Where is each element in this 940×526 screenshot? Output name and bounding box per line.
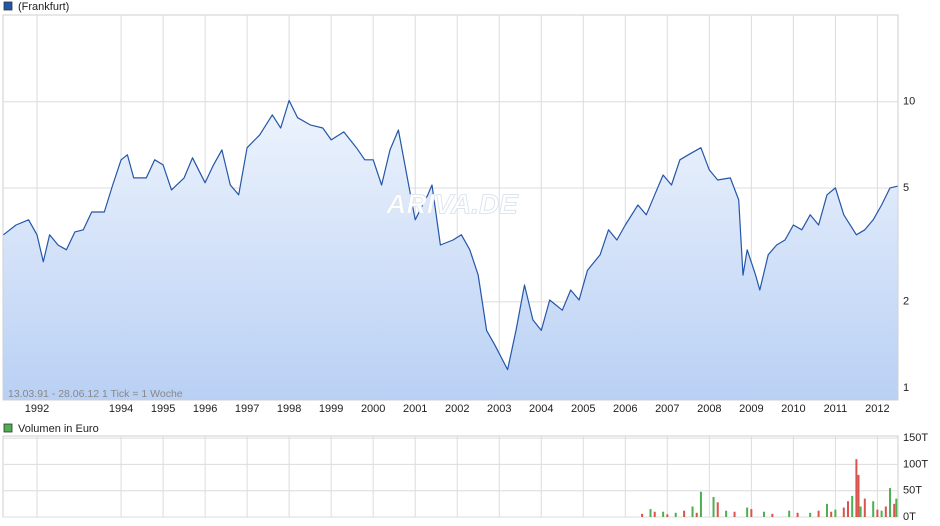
volume-bar <box>893 503 896 517</box>
legend-swatch <box>3 1 13 11</box>
volume-bar <box>830 511 833 517</box>
x-tick-label: 1995 <box>151 403 175 415</box>
volume-bar <box>771 513 774 517</box>
volume-bar <box>691 506 694 517</box>
y-tick-label: 2 <box>903 296 909 308</box>
x-tick-label: 1998 <box>277 403 301 415</box>
volume-bar <box>666 514 669 517</box>
price-line <box>3 99 898 371</box>
volume-bar <box>762 511 765 517</box>
volume-bar <box>649 509 652 517</box>
legend-swatch <box>3 423 13 433</box>
volume-bar <box>859 506 862 517</box>
volume-bar <box>855 459 858 517</box>
x-tick-label: 1994 <box>109 403 133 415</box>
volume-layer <box>3 436 898 518</box>
volume-bar <box>842 507 845 517</box>
volume-bar <box>733 511 736 517</box>
volume-bar <box>880 510 883 517</box>
x-tick-label: 2005 <box>571 403 595 415</box>
volume-bar <box>725 510 728 517</box>
x-tick-label: 1996 <box>193 403 217 415</box>
price-layer <box>3 15 898 400</box>
volume-bar <box>851 495 854 517</box>
volume-bar <box>683 510 686 517</box>
volume-bar <box>674 512 677 517</box>
volume-bar <box>796 512 799 517</box>
volume-bar <box>817 510 820 517</box>
x-tick-label: 2002 <box>445 403 469 415</box>
x-tick-label: 2007 <box>655 403 679 415</box>
x-tick-label: 2008 <box>697 403 721 415</box>
volume-bar <box>662 511 665 517</box>
volume-bar <box>712 497 715 517</box>
volume-bar <box>809 512 812 517</box>
volume-bar <box>889 488 892 517</box>
volume-bar <box>653 511 656 517</box>
volume-bar <box>876 509 879 517</box>
x-tick-label: 2009 <box>739 403 763 415</box>
legend-label: (Frankfurt) <box>18 1 69 13</box>
x-tick-label: 2001 <box>403 403 427 415</box>
volume-bar <box>895 498 898 517</box>
volume-bar <box>825 503 828 517</box>
x-tick-label: 1992 <box>25 403 49 415</box>
x-tick-label: 2012 <box>865 403 889 415</box>
range-annotation: 13.03.91 - 28.06.12 1 Tick = 1 Woche <box>8 388 183 400</box>
volume-bar <box>834 509 837 517</box>
volume-bar <box>750 509 753 517</box>
watermark: ARIVA.DE <box>385 188 519 219</box>
volume-bar <box>857 474 860 517</box>
y-tick-label: 50T <box>903 485 922 497</box>
y-tick-label: 100T <box>903 458 928 470</box>
y-tick-label: 1 <box>903 382 909 394</box>
volume-bar <box>641 513 644 517</box>
y-tick-label: 150T <box>903 432 928 444</box>
x-tick-label: 1997 <box>235 403 259 415</box>
volume-bar <box>863 498 866 517</box>
x-tick-label: 2010 <box>781 403 805 415</box>
x-tick-label: 2000 <box>361 403 385 415</box>
volume-bar <box>695 512 698 517</box>
y-tick-label: 10 <box>903 96 915 108</box>
x-tick-label: 2006 <box>613 403 637 415</box>
volume-bar <box>788 510 791 517</box>
legend-label: Volumen in Euro <box>18 423 99 435</box>
x-tick-label: 1999 <box>319 403 343 415</box>
volume-bar <box>716 502 719 517</box>
x-tick-label: 2011 <box>824 403 848 415</box>
volume-plot-frame <box>2 435 899 518</box>
x-tick-label: 2004 <box>529 403 553 415</box>
y-tick-label: 5 <box>903 182 909 194</box>
y-tick-label: 0T <box>903 511 916 523</box>
volume-bar <box>699 491 702 517</box>
volume-bar <box>884 506 887 517</box>
area-fill <box>3 100 898 400</box>
volume-bar <box>872 501 875 517</box>
volume-bar <box>746 507 749 517</box>
x-tick-label: 2003 <box>487 403 511 415</box>
volume-bar <box>846 501 849 517</box>
